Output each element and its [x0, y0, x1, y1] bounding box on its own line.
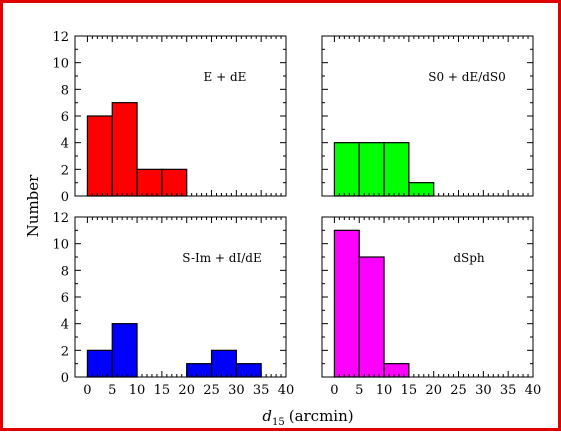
- panel-label: dSph: [453, 251, 485, 265]
- y-axis-label: Number: [24, 174, 42, 237]
- x-tick-label: 0: [330, 383, 338, 398]
- x-tick-label: 10: [129, 383, 146, 398]
- y-tick-label: 6: [61, 110, 69, 125]
- histogram-bar: [383, 363, 410, 378]
- histogram-bar: [333, 229, 360, 378]
- x-axis-label-symbol: d: [262, 407, 272, 425]
- y-tick-label: 10: [52, 57, 69, 72]
- histogram-bar: [161, 168, 188, 197]
- histogram-bar: [358, 142, 385, 197]
- x-tick-label: 20: [178, 383, 195, 398]
- x-tick-label: 15: [401, 383, 418, 398]
- x-tick-label: 40: [278, 383, 295, 398]
- y-tick-label: 0: [61, 371, 69, 386]
- y-tick-label: 4: [61, 318, 69, 333]
- y-tick-label: 12: [52, 30, 69, 45]
- y-tick-label: 10: [52, 238, 69, 253]
- histogram-bar: [111, 102, 138, 197]
- x-tick-label: 5: [108, 383, 116, 398]
- histogram-bar: [408, 182, 435, 197]
- x-tick-label: 25: [450, 383, 467, 398]
- histogram-bar: [358, 256, 385, 378]
- x-tick-label: 25: [203, 383, 220, 398]
- histogram-bar: [333, 142, 360, 197]
- panel-label: E + dE: [204, 70, 247, 84]
- histogram-bar: [235, 363, 262, 378]
- x-tick-label: 15: [154, 383, 171, 398]
- histogram-bar: [136, 168, 163, 197]
- histogram-bar: [383, 142, 410, 197]
- x-tick-label: 30: [475, 383, 492, 398]
- histogram-bar: [111, 323, 138, 378]
- x-tick-label: 35: [500, 383, 517, 398]
- histogram-bar: [86, 115, 113, 197]
- panel-label: S0 + dE/dS0: [428, 70, 506, 84]
- x-tick-label: 30: [228, 383, 245, 398]
- panel-label: S-Im + dI/dE: [182, 251, 261, 265]
- y-tick-label: 0: [61, 190, 69, 205]
- y-tick-label: 8: [61, 264, 69, 279]
- x-axis-label-unit: (arcmin): [289, 407, 354, 425]
- x-tick-label: 40: [525, 383, 542, 398]
- histogram-bar: [186, 363, 213, 378]
- y-tick-label: 2: [61, 344, 69, 359]
- x-axis-label: d15 (arcmin): [262, 407, 353, 428]
- histogram-bar: [86, 349, 113, 378]
- x-tick-label: 10: [376, 383, 393, 398]
- y-tick-label: 2: [61, 163, 69, 178]
- y-tick-label: 4: [61, 137, 69, 152]
- x-tick-label: 35: [253, 383, 270, 398]
- y-tick-label: 8: [61, 83, 69, 98]
- y-tick-label: 6: [61, 291, 69, 306]
- y-tick-label: 12: [52, 211, 69, 226]
- x-tick-label: 0: [83, 383, 91, 398]
- x-tick-label: 20: [425, 383, 442, 398]
- x-axis-label-subscript: 15: [272, 417, 285, 428]
- histogram-bar: [210, 349, 237, 378]
- x-tick-label: 5: [355, 383, 363, 398]
